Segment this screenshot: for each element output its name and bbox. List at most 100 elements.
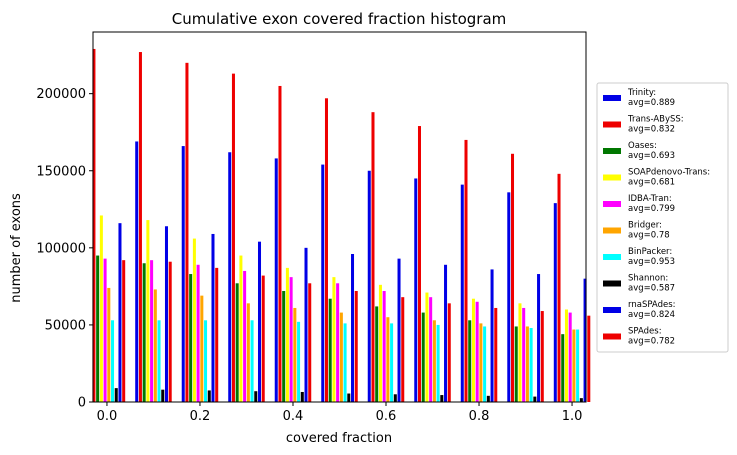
bar-s9-c3: [261, 275, 265, 402]
legend-swatch: [603, 227, 621, 234]
legend-swatch: [603, 121, 621, 128]
bar-s9-c2: [215, 267, 219, 403]
bar-s3-c10: [564, 309, 568, 402]
bar-s3-c9: [518, 303, 522, 402]
bar-s8-c4: [304, 247, 308, 402]
legend: Trinity: avg=0.889 Trans-ABySS: avg=0.832 Oa…: [596, 82, 729, 353]
bar-s9-c5: [354, 291, 358, 402]
bar-s4-c3: [243, 270, 247, 402]
bar-s8-c7: [444, 264, 448, 402]
bar-s5-c9: [525, 326, 529, 402]
bar-s7-c6: [393, 394, 397, 402]
x-tick-label: 0.8: [469, 409, 490, 424]
bar-s2-c1: [142, 263, 146, 402]
bar-s5-c1: [153, 289, 157, 402]
bar-s9-c6: [401, 297, 405, 402]
bar-s1-c2: [185, 62, 189, 402]
bar-s5-c2: [200, 295, 204, 403]
x-axis-label: covered fraction: [286, 431, 392, 446]
bar-s8-c8: [490, 269, 494, 402]
legend-swatch: [603, 307, 621, 313]
bar-s4-c4: [289, 277, 293, 403]
bar-s2-c4: [282, 291, 286, 402]
bar-s8-c0: [118, 223, 122, 402]
legend-swatch: [603, 254, 621, 260]
x-tick-label: 0.0: [97, 409, 118, 424]
bar-s0-c2: [181, 146, 185, 402]
bar-s7-c4: [300, 391, 304, 402]
bar-s4-c9: [522, 307, 526, 402]
bar-s6-c10: [576, 329, 580, 402]
y-tick-label: 150000: [36, 164, 86, 179]
legend-entry: rnaSPAdes: avg=0.824: [628, 300, 676, 320]
bar-s0-c8: [460, 184, 464, 403]
legend-entry: SOAPdenovo-Trans: avg=0.681: [628, 168, 710, 188]
bar-s2-c2: [189, 274, 193, 402]
bar-s0-c6: [367, 170, 371, 402]
bar-s5-c4: [293, 307, 297, 402]
bar-s7-c7: [440, 395, 444, 402]
chart-title: Cumulative exon covered fraction histogr…: [172, 10, 507, 28]
bar-s0-c7: [414, 178, 418, 402]
bar-s1-c7: [417, 126, 421, 402]
bar-s7-c8: [486, 395, 490, 402]
bar-s0-c5: [321, 164, 325, 402]
bar-s2-c9: [514, 326, 518, 402]
bar-s6-c9: [529, 328, 533, 402]
bar-s6-c0: [111, 320, 115, 402]
bar-s1-c4: [278, 85, 282, 403]
bar-layer: [92, 48, 591, 403]
legend-swatch: [603, 201, 621, 207]
bar-s4-c5: [336, 283, 340, 402]
bar-s1-c8: [464, 139, 468, 403]
bar-s5-c3: [246, 303, 250, 402]
bar-s9-c1: [168, 261, 172, 402]
bar-s3-c3: [239, 255, 243, 402]
legend-swatch: [603, 95, 621, 101]
bar-s1-c1: [138, 52, 142, 402]
legend-entry: IDBA-Tran: avg=0.799: [628, 194, 675, 214]
bar-s6-c6: [390, 323, 394, 403]
bar-s2-c0: [96, 255, 100, 402]
bar-s5-c5: [339, 312, 343, 402]
bar-s8-c5: [351, 254, 355, 402]
bar-s7-c5: [347, 393, 351, 402]
bar-s2-c7: [421, 312, 425, 402]
bar-s3-c7: [425, 292, 429, 402]
bar-s7-c0: [114, 388, 118, 403]
bar-s8-c2: [211, 233, 215, 402]
bar-s6-c8: [483, 326, 487, 402]
bar-s7-c10: [579, 398, 583, 402]
x-tick-label: 1.0: [562, 409, 583, 424]
bar-s1-c9: [511, 153, 515, 402]
bar-s5-c0: [107, 287, 111, 402]
bar-s2-c6: [375, 306, 379, 402]
bar-s4-c0: [103, 258, 107, 403]
bar-s4-c1: [150, 260, 154, 402]
bar-s1-c10: [557, 173, 561, 402]
legend-entry: Trinity: avg=0.889: [627, 88, 675, 108]
bar-s9-c9: [540, 311, 544, 402]
bar-s2-c8: [468, 320, 472, 402]
bar-s6-c4: [297, 321, 301, 402]
bar-s3-c0: [99, 215, 103, 402]
bar-s7-c1: [161, 389, 165, 402]
bar-s1-c6: [371, 112, 375, 403]
bar-s0-c9: [507, 192, 511, 402]
bar-s2-c10: [561, 334, 565, 402]
legend-swatch: [603, 333, 621, 340]
bar-s8-c9: [537, 274, 541, 402]
bar-s3-c2: [192, 238, 196, 402]
bar-s5-c10: [572, 329, 576, 402]
x-tick-label: 0.2: [190, 409, 211, 424]
bar-s0-c4: [274, 158, 278, 402]
bar-s2-c3: [235, 283, 239, 402]
bar-s0-c1: [135, 141, 139, 402]
x-tick-label: 0.4: [283, 409, 304, 424]
y-tick-label: 200000: [36, 87, 86, 102]
axis-ticks: 0.0 0.2 0.4 0.6 0.8 1.0 0 50000 100000 150000 2000…: [36, 87, 582, 424]
bar-s9-c7: [447, 303, 451, 402]
bar-s8-c6: [397, 258, 401, 403]
bar-s7-c3: [254, 391, 258, 402]
bar-s9-c8: [494, 307, 498, 402]
